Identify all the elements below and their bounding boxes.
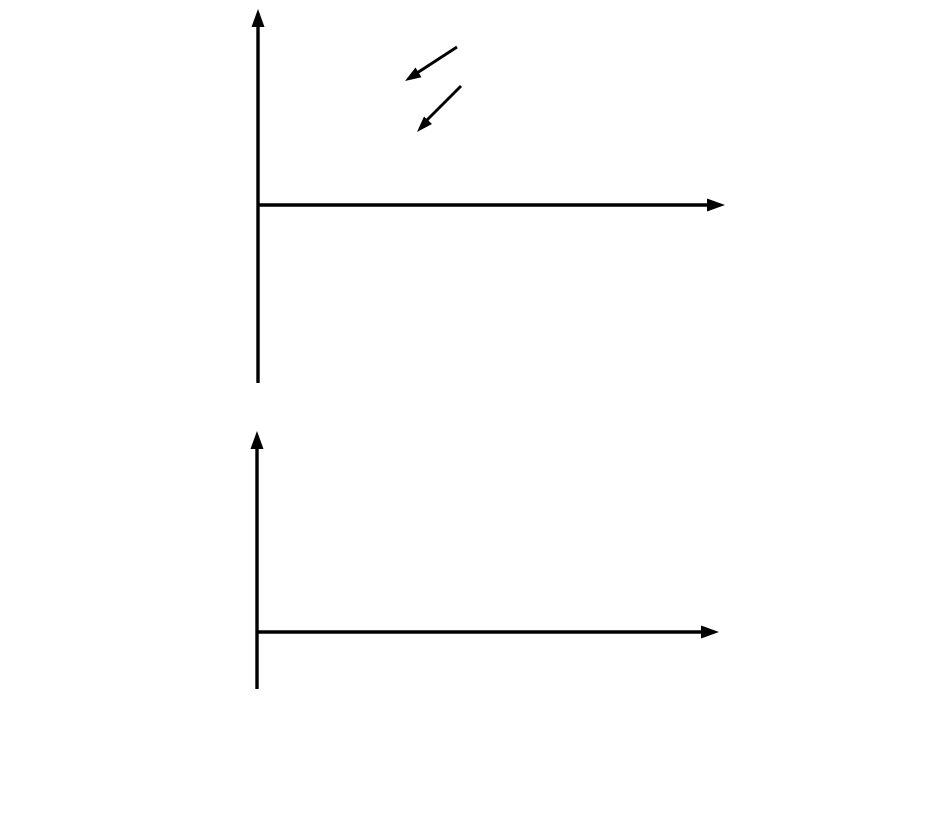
top-y-axis-arrow-icon xyxy=(251,9,265,27)
u-pointer-arrowhead-icon xyxy=(405,67,422,81)
waveform-figure xyxy=(250,9,725,689)
top-x-axis-arrow-icon xyxy=(707,198,725,212)
top-chart xyxy=(251,9,725,383)
bottom-x-axis-arrow-icon xyxy=(701,625,719,639)
i-pointer-arrow xyxy=(425,84,463,122)
bottom-chart xyxy=(250,431,719,689)
u-pointer-arrow xyxy=(416,45,458,75)
i-pointer-arrowhead-icon xyxy=(417,116,432,132)
bottom-y-axis-arrow-icon xyxy=(250,431,264,449)
